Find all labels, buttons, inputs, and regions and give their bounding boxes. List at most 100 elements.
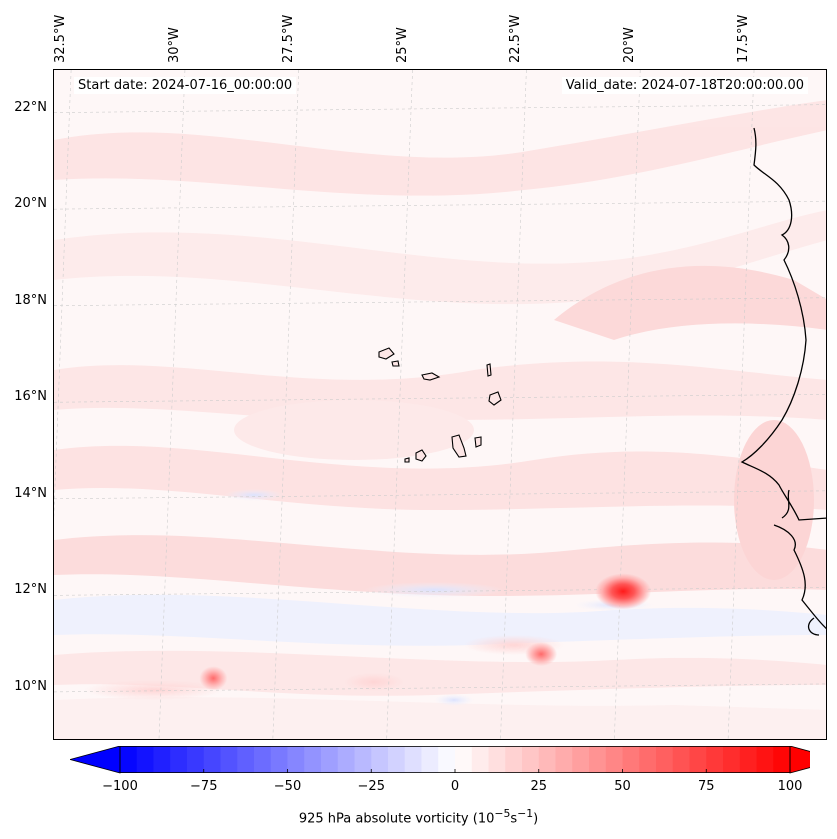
colorbar-segment: [371, 746, 389, 773]
colorbar-tick-label: 25: [530, 779, 548, 794]
colorbar-tick-label: −75: [190, 779, 218, 794]
colorbar-tick-label: 0: [450, 779, 460, 794]
africa-coastline: [740, 127, 826, 521]
colorbar-segment: [538, 746, 556, 773]
colorbar-tick-label: 75: [697, 779, 715, 794]
colorbar-segment: [739, 746, 757, 773]
meridian-line: [614, 70, 641, 739]
colorbar-tick-label: −50: [273, 779, 302, 794]
colorbar-label-exponent2: −1: [517, 807, 534, 820]
meridian-line: [727, 70, 755, 739]
colorbar-segment: [605, 746, 623, 773]
colorbar-segment: [136, 746, 154, 773]
colorbar-segment: [488, 746, 506, 773]
colorbar-tick-label: 100: [777, 779, 803, 794]
island-sao-vicente: [391, 360, 400, 367]
island-boa-vista: [488, 391, 502, 406]
colorbar-segment: [756, 746, 774, 773]
colorbar-label-exponent: −5: [494, 807, 511, 820]
colorbar-segment: [321, 746, 339, 773]
island-santo-antao: [378, 347, 395, 360]
island-brava: [404, 457, 410, 463]
graticule: [54, 70, 826, 739]
colorbar-segment: [773, 746, 791, 773]
colorbar-segment: [304, 746, 322, 773]
colorbar-tick-label: −100: [102, 779, 138, 794]
colorbar-segment: [622, 746, 640, 773]
longitude-label: 22.5°W: [508, 14, 524, 63]
longitude-label: 30°W: [166, 27, 182, 63]
coastline: [740, 127, 826, 636]
colorbar-segment: [421, 746, 439, 773]
colorbar-label-unit: s: [510, 811, 518, 827]
colorbar-segment: [723, 746, 741, 773]
colorbar-segment: [270, 746, 288, 773]
colorbar-segment: [689, 746, 707, 773]
colorbar-segment: [388, 746, 406, 773]
colorbar-label-close: ): [533, 811, 539, 827]
vorticity-field: [54, 100, 826, 739]
island-santiago: [451, 434, 467, 458]
colorbar-segment: [672, 746, 690, 773]
colorbar-label-text: 925 hPa absolute vorticity (10: [298, 811, 495, 827]
colorbar-segment: [555, 746, 573, 773]
colorbar-min-extend: [70, 746, 121, 774]
colorbar-segment: [237, 746, 255, 773]
colorbar-segment: [220, 746, 238, 773]
latitude-label: 20°N: [14, 196, 47, 212]
vorticity-hotspot: [595, 573, 652, 610]
colorbar-segment: [187, 746, 205, 773]
colorbar-segment: [203, 746, 221, 773]
valid-date-label: Valid_date: 2024-07-18T20:00:00.00: [561, 77, 808, 94]
longitude-label: 17.5°W: [736, 14, 752, 63]
latitude-label: 22°N: [14, 99, 47, 115]
colorbar-segment: [656, 746, 674, 773]
latitude-label: 14°N: [14, 485, 47, 501]
coast-inlet: [773, 489, 826, 636]
colorbar-segment: [706, 746, 724, 773]
island-sal: [486, 363, 492, 377]
colorbar: [70, 746, 810, 774]
latitude-label: 12°N: [14, 582, 47, 598]
colorbar-segment: [254, 746, 272, 773]
colorbar-segment: [170, 746, 188, 773]
meridian-line: [386, 70, 413, 739]
island-fogo: [415, 449, 427, 462]
island-sao-nicolau: [421, 372, 441, 381]
meridian-line: [500, 70, 527, 739]
longitude-label: 32.5°W: [53, 14, 69, 63]
cape-verde-islands: [378, 347, 502, 463]
colorbar-max-extend: [789, 746, 810, 774]
colorbar-segment: [337, 746, 355, 773]
colorbar-segment: [287, 746, 305, 773]
colorbar-segment: [455, 746, 473, 773]
island-maio: [474, 436, 482, 448]
colorbar-segment: [120, 746, 138, 773]
colorbar-tick-label: −25: [357, 779, 385, 794]
longitude-label: 20°W: [622, 27, 638, 63]
vorticity-hotspot: [199, 666, 228, 691]
start-date-label: Start date: 2024-07-16_00:00:00: [74, 77, 297, 94]
longitude-label: 25°W: [394, 27, 410, 63]
colorbar-segment: [404, 746, 422, 773]
colorbar-tick-label: 50: [614, 779, 631, 794]
latitude-label: 10°N: [14, 678, 47, 694]
latitude-label: 18°N: [14, 292, 47, 308]
colorbar-segment: [153, 746, 171, 773]
colorbar-label: 925 hPa absolute vorticity (10−5s−1): [0, 807, 837, 826]
colorbar-segment: [438, 746, 456, 773]
latitude-label: 16°N: [14, 389, 47, 405]
vorticity-hotspots: [199, 573, 652, 691]
map-panel: Start date: 2024-07-16_00:00:00 Valid_da…: [53, 69, 827, 740]
colorbar-segment: [471, 746, 489, 773]
colorbar-segment: [505, 746, 523, 773]
parallel-line: [54, 200, 826, 210]
colorbar-segment: [589, 746, 607, 773]
vorticity-map: [54, 70, 826, 739]
meridian-line: [158, 70, 186, 739]
vorticity-hotspot: [525, 642, 558, 667]
colorbar-segment: [354, 746, 372, 773]
colorbar-segment: [572, 746, 590, 773]
colorbar-segment: [639, 746, 657, 773]
colorbar-segment: [522, 746, 540, 773]
